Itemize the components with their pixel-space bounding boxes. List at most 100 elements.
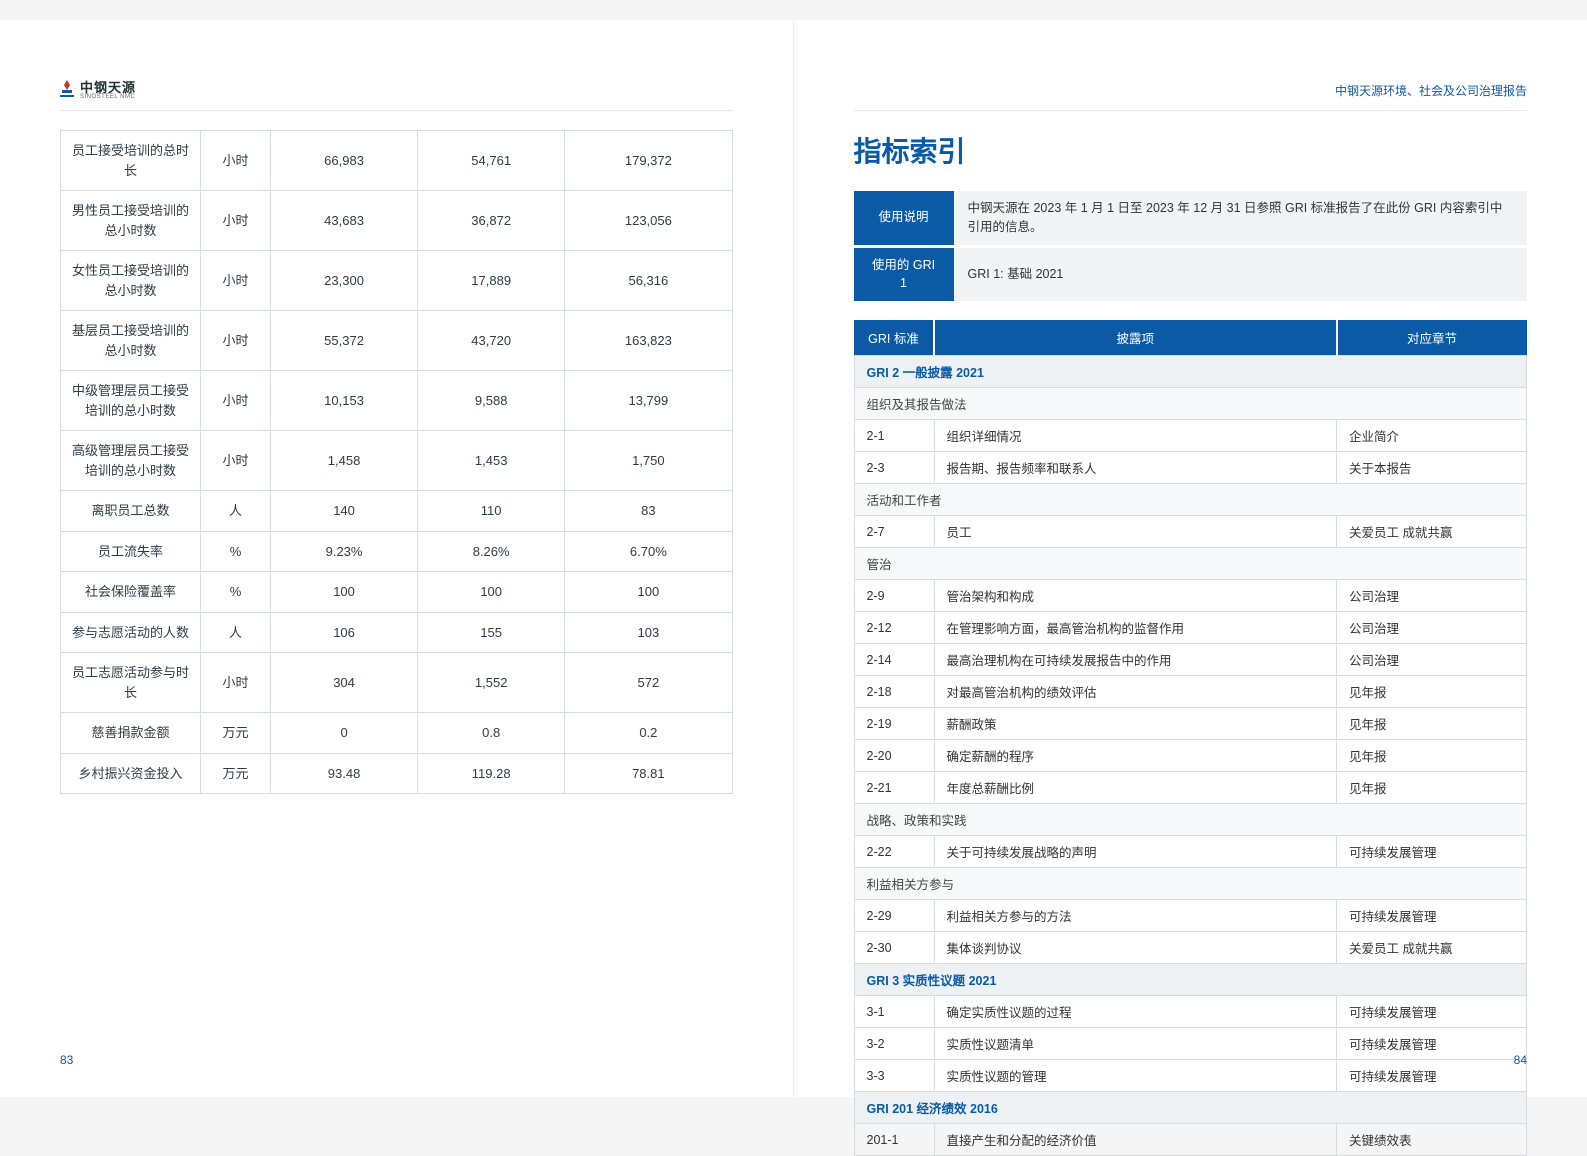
- gri-row: 2-1组织详细情况企业简介: [854, 420, 1527, 452]
- metric-unit: %: [201, 531, 271, 572]
- gri-item: 薪酬政策: [934, 708, 1337, 740]
- gri-row: 2-12在管理影响方面，最高管治机构的监督作用公司治理: [854, 612, 1527, 644]
- metric-value: 103: [565, 612, 732, 653]
- table-row: 员工接受培训的总时长小时66,98354,761179,372: [61, 131, 733, 191]
- table-row: 员工志愿活动参与时长小时3041,552572: [61, 653, 733, 713]
- gri-code: 3-2: [854, 1028, 934, 1060]
- gri-code: 201-1: [854, 1124, 934, 1156]
- gri-item: 组织详细情况: [934, 420, 1337, 452]
- metric-value: 572: [565, 653, 732, 713]
- metric-label: 基层员工接受培训的总小时数: [61, 311, 201, 371]
- gri-row: 2-19薪酬政策见年报: [854, 708, 1527, 740]
- metric-value: 179,372: [565, 131, 732, 191]
- gri-code: 2-1: [854, 420, 934, 452]
- gri-chapter: 关键绩效表: [1337, 1124, 1527, 1156]
- gri-item: 实质性议题清单: [934, 1028, 1337, 1060]
- metric-value: 54,761: [418, 131, 565, 191]
- header-divider: [60, 110, 733, 111]
- gri-row: 2-21年度总薪酬比例见年报: [854, 772, 1527, 804]
- metric-value: 9.23%: [271, 531, 418, 572]
- header-divider: [854, 110, 1528, 111]
- gri-row: 2-30集体谈判协议关爱员工 成就共赢: [854, 932, 1527, 964]
- metric-value: 123,056: [565, 191, 732, 251]
- gri-col-chapter: 对应章节: [1337, 320, 1527, 356]
- metric-value: 155: [418, 612, 565, 653]
- metric-unit: 万元: [201, 753, 271, 794]
- table-row: 离职员工总数人14011083: [61, 491, 733, 532]
- gri-item: 员工: [934, 516, 1337, 548]
- gri-row: 2-3报告期、报告频率和联系人关于本报告: [854, 452, 1527, 484]
- metric-label: 乡村振兴资金投入: [61, 753, 201, 794]
- gri-row: 2-9管治架构和构成公司治理: [854, 580, 1527, 612]
- metric-value: 43,720: [418, 311, 565, 371]
- metric-value: 23,300: [271, 251, 418, 311]
- logo-text-en: SINOSTEEL NMC: [80, 94, 136, 100]
- metric-value: 110: [418, 491, 565, 532]
- info-value: GRI 1: 基础 2021: [954, 248, 1528, 302]
- metric-label: 高级管理层员工接受培训的总小时数: [61, 431, 201, 491]
- gri-item: 年度总薪酬比例: [934, 772, 1337, 804]
- metric-unit: 小时: [201, 191, 271, 251]
- info-value: 中钢天源在 2023 年 1 月 1 日至 2023 年 12 月 31 日参照…: [954, 191, 1528, 245]
- table-row: 男性员工接受培训的总小时数小时43,68336,872123,056: [61, 191, 733, 251]
- metric-value: 9,588: [418, 371, 565, 431]
- gri-chapter: 关爱员工 成就共赢: [1337, 516, 1527, 548]
- metric-value: 36,872: [418, 191, 565, 251]
- gri-chapter: 关爱员工 成就共赢: [1337, 932, 1527, 964]
- metric-value: 43,683: [271, 191, 418, 251]
- metric-label: 员工接受培训的总时长: [61, 131, 201, 191]
- gri-code: 2-12: [854, 612, 934, 644]
- table-row: 女性员工接受培训的总小时数小时23,30017,88956,316: [61, 251, 733, 311]
- table-row: 员工流失率%9.23%8.26%6.70%: [61, 531, 733, 572]
- gri-row: 2-20确定薪酬的程序见年报: [854, 740, 1527, 772]
- gri-chapter: 可持续发展管理: [1337, 900, 1527, 932]
- gri-item: 对最高管治机构的绩效评估: [934, 676, 1337, 708]
- usage-info-table: 使用说明中钢天源在 2023 年 1 月 1 日至 2023 年 12 月 31…: [854, 188, 1528, 304]
- page-number-left: 83: [60, 1053, 73, 1067]
- page-spread: 中钢天源 SINOSTEEL NMC 员工接受培训的总时长小时66,98354,…: [0, 20, 1587, 1097]
- gri-code: 2-19: [854, 708, 934, 740]
- metric-value: 100: [565, 572, 732, 613]
- metric-value: 140: [271, 491, 418, 532]
- gri-chapter: 公司治理: [1337, 580, 1527, 612]
- logo: 中钢天源 SINOSTEEL NMC: [60, 80, 136, 100]
- metric-label: 员工流失率: [61, 531, 201, 572]
- info-key: 使用说明: [854, 191, 954, 245]
- gri-code: 3-1: [854, 996, 934, 1028]
- metric-value: 1,458: [271, 431, 418, 491]
- gri-chapter: 可持续发展管理: [1337, 996, 1527, 1028]
- gri-item: 确定薪酬的程序: [934, 740, 1337, 772]
- metric-value: 1,750: [565, 431, 732, 491]
- metric-unit: 万元: [201, 713, 271, 754]
- metric-value: 83: [565, 491, 732, 532]
- metric-value: 8.26%: [418, 531, 565, 572]
- page-number-right: 84: [1514, 1053, 1527, 1067]
- metric-value: 13,799: [565, 371, 732, 431]
- gri-item: 实质性议题的管理: [934, 1060, 1337, 1092]
- gri-item: 集体谈判协议: [934, 932, 1337, 964]
- metric-unit: 小时: [201, 251, 271, 311]
- metric-label: 中级管理层员工接受培训的总小时数: [61, 371, 201, 431]
- logo-text-cn: 中钢天源: [80, 81, 136, 94]
- metric-label: 社会保险覆盖率: [61, 572, 201, 613]
- gri-chapter: 见年报: [1337, 708, 1527, 740]
- gri-subsection: 活动和工作者: [854, 484, 1527, 516]
- metric-value: 56,316: [565, 251, 732, 311]
- page-left: 中钢天源 SINOSTEEL NMC 员工接受培训的总时长小时66,98354,…: [0, 20, 794, 1097]
- metric-value: 10,153: [271, 371, 418, 431]
- metric-value: 304: [271, 653, 418, 713]
- table-row: 基层员工接受培训的总小时数小时55,37243,720163,823: [61, 311, 733, 371]
- gri-item: 最高治理机构在可持续发展报告中的作用: [934, 644, 1337, 676]
- table-row: 社会保险覆盖率%100100100: [61, 572, 733, 613]
- metric-label: 女性员工接受培训的总小时数: [61, 251, 201, 311]
- gri-row: 2-29利益相关方参与的方法可持续发展管理: [854, 900, 1527, 932]
- gri-item: 确定实质性议题的过程: [934, 996, 1337, 1028]
- gri-row: 201-1直接产生和分配的经济价值关键绩效表: [854, 1124, 1527, 1156]
- page-right: 中钢天源环境、社会及公司治理报告 指标索引 使用说明中钢天源在 2023 年 1…: [794, 20, 1587, 1097]
- gri-code: 2-22: [854, 836, 934, 868]
- gri-chapter: 见年报: [1337, 740, 1527, 772]
- gri-chapter: 可持续发展管理: [1337, 1028, 1527, 1060]
- gri-col-disclosure: 披露项: [934, 320, 1337, 356]
- gri-chapter: 可持续发展管理: [1337, 1060, 1527, 1092]
- metric-label: 男性员工接受培训的总小时数: [61, 191, 201, 251]
